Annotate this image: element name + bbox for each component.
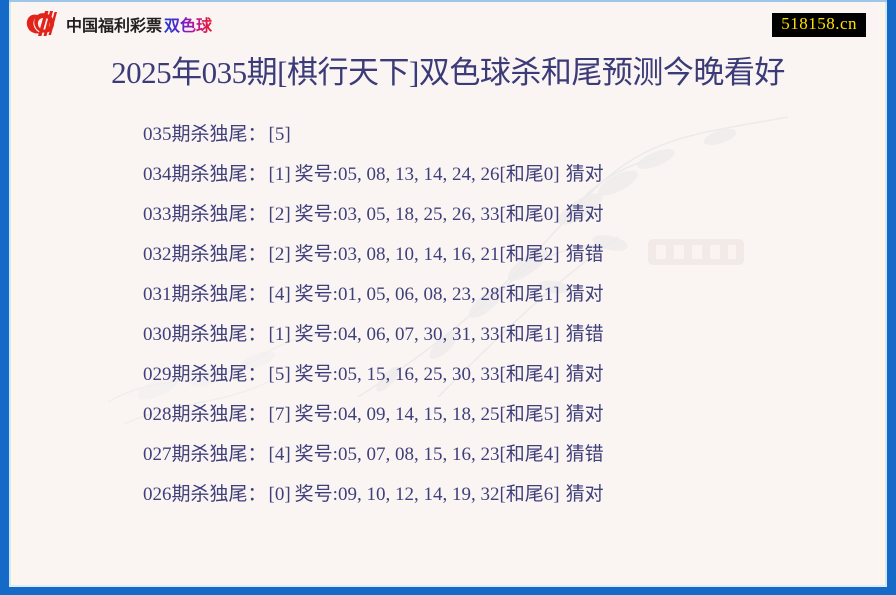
- award-label: 奖号:: [294, 163, 338, 185]
- award-numbers: 05, 07, 08, 15, 16, 23: [337, 443, 500, 465]
- verdict: 猜对: [565, 163, 604, 185]
- issue-label: 035期杀独尾：: [143, 123, 267, 145]
- award-numbers: 03, 08, 10, 14, 16, 21: [337, 243, 500, 265]
- site-header: 中国福利彩票 双色球 518158.cn: [18, 2, 878, 46]
- list-item: 034期杀独尾： [1] 奖号:05, 08, 13, 14, 24, 26[和尾0…: [143, 155, 878, 195]
- list-item: 033期杀独尾： [2] 奖号:03, 05, 18, 25, 26, 33[和尾0…: [143, 195, 878, 235]
- verdict: 猜对: [565, 203, 604, 225]
- verdict: 猜对: [565, 363, 604, 385]
- award-label: 奖号:: [294, 363, 338, 385]
- brand-text: 中国福利彩票 双色球: [66, 12, 212, 36]
- kill-value: [4]: [268, 443, 291, 465]
- list-item: 026期杀独尾： [0] 奖号:09, 10, 12, 14, 19, 32[和尾6…: [143, 475, 878, 515]
- verdict: 猜错: [565, 323, 604, 345]
- issue-label: 032期杀独尾：: [143, 243, 267, 265]
- verdict: 猜错: [565, 243, 604, 265]
- issue-label: 029期杀独尾：: [143, 363, 267, 385]
- kill-value: [2]: [268, 243, 291, 265]
- sum-tail: [和尾0]: [499, 203, 560, 225]
- list-item: 028期杀独尾： [7] 奖号:04, 09, 14, 15, 18, 25[和尾5…: [143, 395, 878, 435]
- sum-tail: [和尾5]: [499, 403, 560, 425]
- list-item: 030期杀独尾： [1] 奖号:04, 06, 07, 30, 31, 33[和尾1…: [143, 315, 878, 355]
- issue-label: 027期杀独尾：: [143, 443, 267, 465]
- brand-product-name: 双色球: [164, 12, 212, 36]
- list-item: 029期杀独尾： [5] 奖号:05, 15, 16, 25, 30, 33[和尾4…: [143, 355, 878, 395]
- sum-tail: [和尾2]: [499, 243, 560, 265]
- award-numbers: 03, 05, 18, 25, 26, 33: [337, 203, 500, 225]
- verdict: 猜对: [565, 403, 604, 425]
- kill-value: [2]: [268, 203, 291, 225]
- verdict: 猜对: [565, 283, 604, 305]
- prediction-list: 035期杀独尾： [5] 034期杀独尾： [1] 奖号:05, 08, 13, 14…: [18, 115, 878, 515]
- sum-tail: [和尾6]: [499, 483, 560, 505]
- award-numbers: 05, 08, 13, 14, 24, 26: [337, 163, 500, 185]
- kill-value: [1]: [268, 323, 291, 345]
- right-edge-stripe: [880, 0, 883, 587]
- page-canvas: 中国福利彩票 双色球 518158.cn 2025年035期[棋行天下]双色球杀和…: [18, 2, 878, 585]
- sum-tail: [和尾1]: [499, 283, 560, 305]
- kill-value: [5]: [268, 363, 291, 385]
- award-numbers: 01, 05, 06, 08, 23, 28: [337, 283, 500, 305]
- kill-value: [4]: [268, 283, 291, 305]
- issue-label: 034期杀独尾：: [143, 163, 267, 185]
- award-label: 奖号:: [294, 323, 338, 345]
- sum-tail: [和尾0]: [499, 163, 560, 185]
- issue-label: 033期杀独尾：: [143, 203, 267, 225]
- top-hairline: [9, 0, 887, 2]
- verdict: 猜对: [565, 483, 604, 505]
- kill-value: [0]: [268, 483, 291, 505]
- cwl-emblem-icon: [26, 11, 57, 36]
- award-numbers: 05, 15, 16, 25, 30, 33: [337, 363, 500, 385]
- kill-value: [1]: [268, 163, 291, 185]
- list-item: 031期杀独尾： [4] 奖号:01, 05, 06, 08, 23, 28[和尾1…: [143, 275, 878, 315]
- issue-label: 028期杀独尾：: [143, 403, 267, 425]
- kill-value: [7]: [268, 403, 291, 425]
- list-item: 027期杀独尾： [4] 奖号:05, 07, 08, 15, 16, 23[和尾4…: [143, 435, 878, 475]
- issue-label: 031期杀独尾：: [143, 283, 267, 305]
- award-numbers: 04, 09, 14, 15, 18, 25: [337, 403, 500, 425]
- sum-tail: [和尾4]: [499, 363, 560, 385]
- list-item: 035期杀独尾： [5]: [143, 115, 878, 155]
- award-label: 奖号:: [294, 243, 338, 265]
- sum-tail: [和尾1]: [499, 323, 560, 345]
- list-item: 032期杀独尾： [2] 奖号:03, 08, 10, 14, 16, 21[和尾2…: [143, 235, 878, 275]
- bottom-hairline: [9, 585, 887, 587]
- award-label: 奖号:: [294, 483, 338, 505]
- award-numbers: 09, 10, 12, 14, 19, 32: [337, 483, 500, 505]
- award-label: 奖号:: [294, 403, 338, 425]
- sum-tail: [和尾4]: [499, 443, 560, 465]
- site-badge: 518158.cn: [772, 13, 866, 37]
- award-label: 奖号:: [294, 443, 338, 465]
- page-title: 2025年035期[棋行天下]双色球杀和尾预测今晚看好: [111, 55, 785, 90]
- brand-name-cn: 中国福利彩票: [66, 16, 163, 35]
- verdict: 猜错: [565, 443, 604, 465]
- issue-label: 026期杀独尾：: [143, 483, 267, 505]
- award-label: 奖号:: [294, 283, 338, 305]
- left-edge-stripe: [13, 0, 16, 587]
- kill-value: [5]: [268, 123, 291, 145]
- issue-label: 030期杀独尾：: [143, 323, 267, 345]
- brand-lockup: 中国福利彩票 双色球: [25, 9, 212, 39]
- award-numbers: 04, 06, 07, 30, 31, 33: [337, 323, 500, 345]
- award-label: 奖号:: [294, 203, 338, 225]
